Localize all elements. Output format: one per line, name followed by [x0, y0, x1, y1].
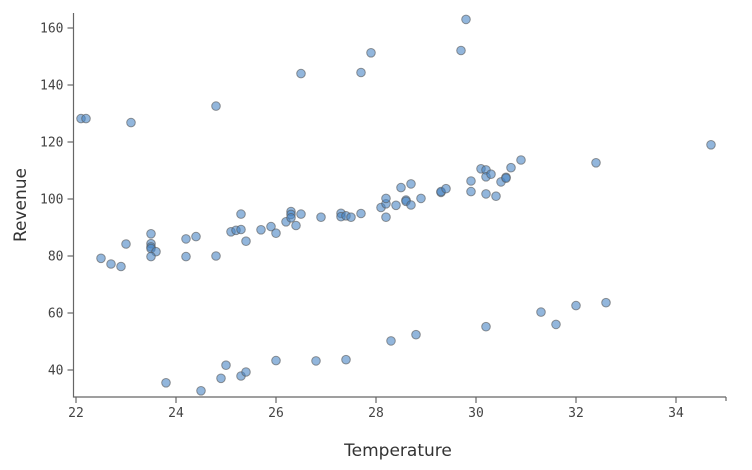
y-tick-label: 80	[48, 250, 64, 265]
data-point	[126, 117, 136, 128]
data-point	[456, 45, 466, 56]
x-tick-label: 28	[368, 406, 384, 421]
y-axis-title: Revenue	[11, 168, 31, 242]
data-point	[406, 179, 416, 189]
data-point	[551, 319, 561, 330]
data-point	[256, 225, 266, 235]
y-tick-label: 60	[48, 307, 64, 322]
data-point	[536, 307, 546, 317]
data-point	[146, 229, 156, 239]
data-point	[196, 386, 206, 396]
x-axis: 22 24 26 28 30 32 34	[68, 397, 727, 421]
data-point	[506, 162, 516, 173]
x-tick-label: 22	[68, 406, 84, 421]
data-point	[241, 236, 251, 246]
data-point	[416, 193, 426, 204]
axis-frame	[72, 13, 726, 398]
data-point	[146, 251, 156, 262]
data-point	[486, 169, 496, 179]
data-point	[221, 360, 231, 371]
data-point	[211, 101, 221, 111]
x-axis-title: Temperature	[343, 441, 452, 461]
data-point	[181, 234, 191, 244]
y-tick-label: 160	[40, 22, 63, 37]
data-point	[346, 212, 356, 222]
data-point	[491, 191, 501, 201]
data-point	[81, 113, 91, 124]
data-point	[211, 251, 221, 261]
data-point	[381, 212, 391, 222]
data-point	[316, 212, 326, 222]
x-tick-label: 26	[268, 406, 284, 421]
data-point	[481, 321, 491, 332]
data-point	[366, 48, 376, 58]
y-tick-label: 140	[40, 79, 63, 94]
data-point	[441, 183, 451, 194]
data-point	[591, 158, 601, 168]
data-point	[296, 68, 306, 79]
data-point	[356, 208, 366, 219]
x-tick-label: 24	[168, 406, 184, 421]
data-point	[381, 193, 391, 204]
data-point	[296, 209, 306, 219]
data-point	[356, 67, 366, 78]
data-point	[466, 186, 476, 197]
data-point	[121, 239, 131, 249]
data-point	[271, 355, 281, 366]
data-point	[311, 356, 321, 366]
data-point	[516, 155, 526, 165]
data-point	[116, 261, 126, 272]
data-point	[391, 200, 401, 211]
data-point	[216, 373, 226, 384]
data-point	[481, 189, 491, 199]
data-point	[236, 209, 246, 219]
y-tick-label: 40	[48, 364, 64, 379]
y-tick-label: 100	[40, 193, 63, 208]
data-point	[601, 297, 611, 308]
data-point	[501, 173, 511, 183]
data-point	[291, 220, 301, 231]
data-point	[341, 354, 351, 365]
data-point	[286, 213, 296, 223]
data-point	[396, 182, 406, 193]
x-tick-label: 34	[668, 406, 684, 421]
y-axis: 40 60 80 100 120 140 160	[40, 13, 726, 398]
y-tick-label: 120	[40, 136, 63, 151]
plot-area	[76, 14, 716, 396]
data-point	[266, 221, 276, 232]
data-point	[106, 259, 116, 269]
data-point	[466, 176, 476, 186]
data-point	[706, 140, 716, 150]
data-point	[161, 378, 171, 388]
data-point	[571, 300, 581, 311]
data-point	[406, 200, 416, 210]
x-tick-label: 32	[568, 406, 584, 421]
data-point	[271, 228, 281, 238]
data-point	[181, 251, 191, 262]
x-tick-label: 30	[468, 406, 484, 421]
data-point	[96, 253, 106, 264]
data-point	[191, 231, 201, 242]
data-point	[236, 224, 246, 235]
data-point	[461, 14, 471, 25]
data-point	[386, 336, 396, 346]
data-point	[241, 367, 251, 377]
data-point	[411, 329, 421, 340]
